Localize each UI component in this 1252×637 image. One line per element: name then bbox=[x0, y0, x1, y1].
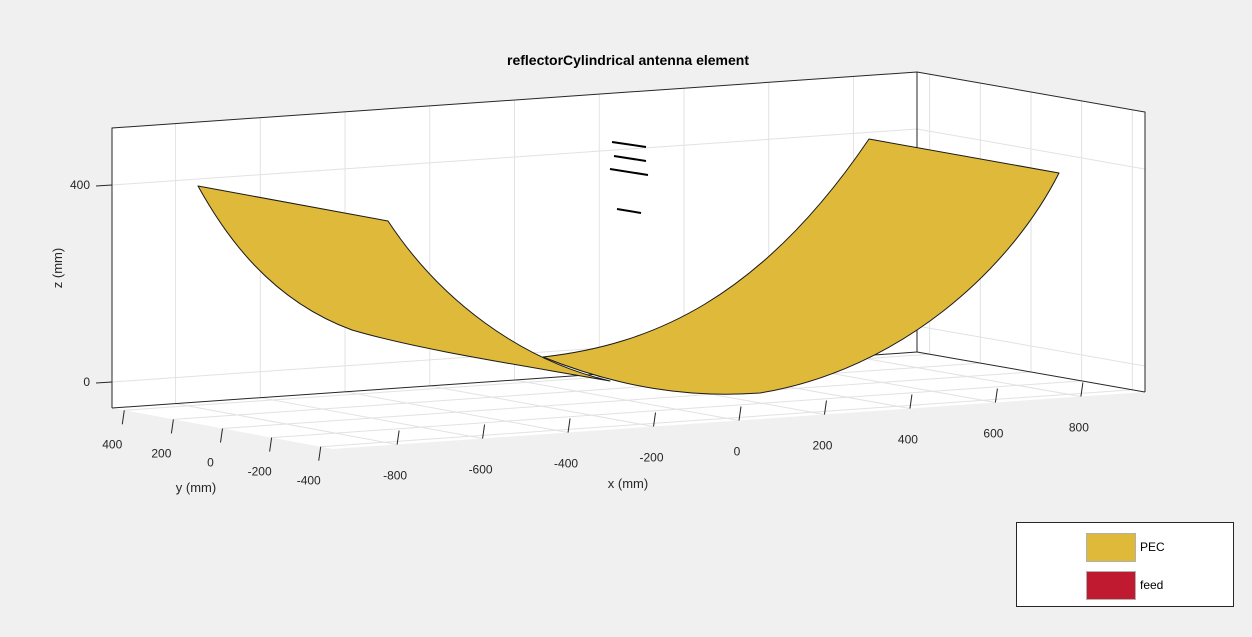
z-tick-label: 0 bbox=[83, 375, 90, 389]
y-tick-label: -200 bbox=[248, 465, 272, 479]
y-tick-label: -400 bbox=[297, 474, 321, 488]
legend-swatch-feed bbox=[1086, 570, 1136, 600]
plot-title: reflectorCylindrical antenna element bbox=[507, 52, 749, 68]
feed-dipole-1 bbox=[611, 141, 647, 148]
reflector-surface bbox=[197, 138, 1060, 395]
y-tick-label: 0 bbox=[207, 456, 214, 470]
x-tick-label: -800 bbox=[383, 469, 407, 483]
y-grid-line bbox=[320, 389, 1133, 448]
x-tick-label: 600 bbox=[983, 427, 1003, 441]
reflector-near-half bbox=[542, 138, 1060, 395]
z-tick bbox=[95, 381, 113, 384]
x-tick bbox=[567, 418, 571, 433]
y-grid-line bbox=[271, 380, 1082, 439]
x-tick-label: 400 bbox=[898, 433, 918, 447]
reflector-far-half bbox=[197, 185, 611, 382]
y-grid-line bbox=[222, 371, 1032, 429]
x-axis-label: x (mm) bbox=[608, 476, 648, 491]
y-tick bbox=[269, 437, 273, 452]
y-grid-line bbox=[173, 362, 981, 420]
feed-dipole-3 bbox=[609, 168, 649, 176]
x-tick bbox=[909, 394, 913, 409]
x-tick bbox=[823, 400, 827, 415]
feed-dipole-2 bbox=[613, 155, 647, 162]
y-tick bbox=[318, 446, 322, 461]
legend-label-feed: feed bbox=[1140, 578, 1164, 592]
legend-item-feed[interactable]: feed bbox=[1086, 570, 1163, 600]
x-tick bbox=[482, 424, 486, 439]
y-tick-label: 200 bbox=[151, 446, 171, 460]
z-axis-label: z (mm) bbox=[50, 248, 65, 288]
y-tick-label: 400 bbox=[102, 437, 122, 451]
x-tick-label: 200 bbox=[812, 439, 832, 453]
x-tick-label: 0 bbox=[734, 445, 741, 459]
axis-tick-labels: -800 -600 -400 -200 0 200 400 600 800 400 200 0 -200… bbox=[70, 178, 1089, 488]
x-tick bbox=[738, 406, 742, 421]
y-tick bbox=[121, 410, 125, 425]
x-tick bbox=[396, 430, 400, 445]
y-tick bbox=[170, 419, 174, 434]
x-tick-label: -400 bbox=[554, 457, 578, 471]
x-tick bbox=[1080, 382, 1084, 397]
axis-ticks bbox=[95, 184, 1084, 461]
feed-dipole-4 bbox=[616, 208, 642, 214]
y-axis-label: y (mm) bbox=[176, 480, 216, 495]
legend-swatch-pec bbox=[1086, 532, 1136, 562]
x-tick bbox=[994, 388, 998, 403]
x-tick bbox=[653, 412, 657, 427]
legend[interactable]: PEC feed bbox=[1016, 522, 1234, 607]
x-tick-label: 800 bbox=[1069, 421, 1089, 435]
x-tick-label: -600 bbox=[469, 463, 493, 477]
x-tick-label: -200 bbox=[640, 451, 664, 465]
y-tick bbox=[220, 428, 223, 443]
z-tick bbox=[95, 184, 113, 187]
z-tick-label: 400 bbox=[70, 178, 90, 192]
legend-item-pec[interactable]: PEC bbox=[1086, 532, 1165, 562]
feed-elements bbox=[609, 141, 649, 214]
legend-label-pec: PEC bbox=[1140, 540, 1165, 554]
